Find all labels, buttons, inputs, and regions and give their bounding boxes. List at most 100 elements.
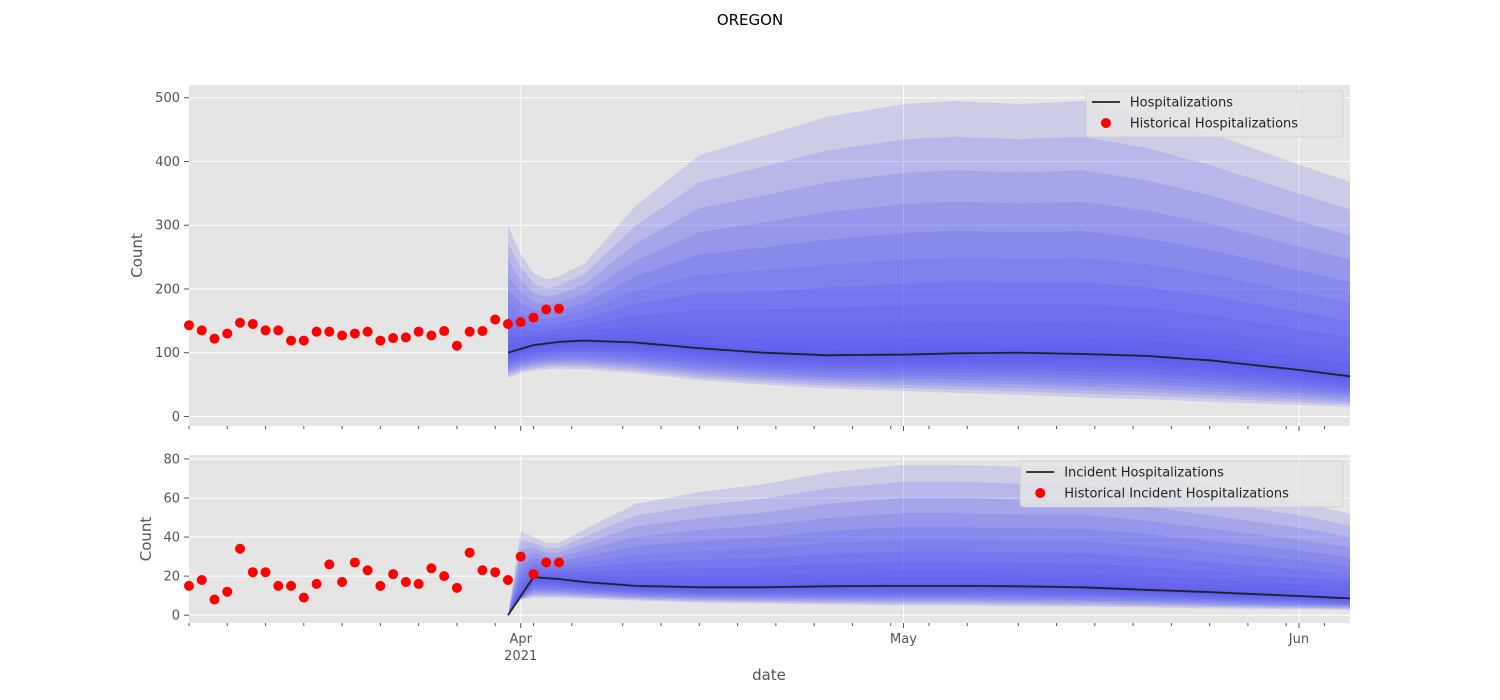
forecast-band bbox=[508, 481, 1350, 616]
forecast-band bbox=[508, 570, 1350, 616]
forecast-band bbox=[508, 527, 1350, 616]
historical-point bbox=[413, 578, 424, 589]
historical-point bbox=[298, 335, 309, 346]
y-tick-label: 300 bbox=[155, 219, 180, 234]
historical-point bbox=[528, 569, 539, 580]
forecast-band bbox=[508, 170, 1350, 402]
forecast-band bbox=[508, 257, 1350, 394]
historical-point bbox=[541, 557, 552, 568]
y-tick-label: 20 bbox=[163, 570, 180, 585]
historical-point bbox=[324, 559, 335, 570]
historical-point bbox=[311, 326, 322, 337]
historical-point bbox=[260, 325, 271, 336]
historical-point bbox=[490, 567, 501, 578]
historical-point bbox=[426, 563, 437, 574]
forecast-band bbox=[508, 498, 1350, 616]
y-tick-label: 100 bbox=[155, 346, 180, 361]
forecast-band bbox=[508, 100, 1350, 407]
historical-point bbox=[362, 565, 373, 576]
historical-point bbox=[541, 304, 552, 315]
y-tick-label: 0 bbox=[172, 609, 180, 624]
forecast-median-line bbox=[507, 339, 1351, 378]
historical-point bbox=[184, 580, 194, 591]
historical-point bbox=[464, 326, 475, 337]
historical-point bbox=[349, 328, 360, 339]
forecast-band bbox=[508, 540, 1350, 616]
historical-point bbox=[528, 312, 539, 323]
forecast-band bbox=[508, 574, 1350, 616]
historical-point bbox=[222, 586, 233, 597]
x-tick-label: Apr bbox=[509, 632, 532, 647]
forecast-band bbox=[508, 303, 1350, 389]
forecast-band bbox=[508, 576, 1350, 616]
forecast-median-line bbox=[507, 576, 1351, 616]
y-tick-label: 400 bbox=[155, 155, 180, 170]
historical-point bbox=[515, 551, 526, 562]
forecast-band bbox=[508, 333, 1350, 383]
historical-point bbox=[222, 328, 233, 339]
historical-point bbox=[298, 592, 309, 603]
forecast-band bbox=[508, 281, 1350, 392]
historical-point bbox=[324, 326, 335, 337]
historical-point bbox=[247, 567, 258, 578]
hospitalizations-panel: 0 100 200 300 400 500 Count Hospitalizations His… bbox=[128, 85, 1351, 431]
historical-point bbox=[413, 326, 424, 337]
historical-point bbox=[388, 569, 399, 580]
forecast-band bbox=[508, 561, 1350, 616]
x-tick-label: May bbox=[890, 632, 917, 647]
historical-point bbox=[273, 580, 284, 591]
y-axis-label: Count bbox=[128, 233, 146, 278]
historical-point bbox=[209, 333, 220, 344]
y-tick-label: 40 bbox=[163, 531, 180, 546]
x-tick-label: Jun bbox=[1288, 632, 1309, 647]
legend-label: Hospitalizations bbox=[1130, 96, 1233, 111]
legend-marker-swatch bbox=[1100, 118, 1111, 128]
historical-point bbox=[184, 320, 194, 331]
y-tick-label: 80 bbox=[163, 452, 180, 467]
forecast-band bbox=[508, 136, 1350, 405]
historical-point bbox=[362, 326, 373, 337]
historical-point bbox=[477, 326, 488, 337]
historical-point bbox=[286, 335, 297, 346]
historical-point bbox=[196, 325, 207, 336]
legend-label: Incident Hospitalizations bbox=[1064, 466, 1224, 481]
historical-point bbox=[439, 326, 450, 337]
legend-box bbox=[1085, 90, 1344, 138]
historical-point bbox=[337, 330, 348, 341]
y-tick-label: 200 bbox=[155, 282, 180, 297]
y-axis-label: Count bbox=[137, 517, 155, 562]
x-tick-sublabel: 2021 bbox=[504, 649, 537, 664]
historical-point bbox=[337, 576, 348, 587]
y-tick-label: 500 bbox=[155, 91, 180, 106]
historical-point bbox=[502, 575, 513, 586]
forecast-band bbox=[508, 551, 1350, 616]
historical-point bbox=[426, 330, 437, 341]
historical-point bbox=[286, 580, 297, 591]
legend-box bbox=[1019, 460, 1344, 508]
historical-point bbox=[388, 333, 399, 344]
plot-background bbox=[189, 85, 1350, 426]
legend-marker-swatch bbox=[1035, 488, 1046, 498]
historical-point bbox=[375, 580, 386, 591]
historical-point bbox=[400, 576, 411, 587]
historical-point bbox=[247, 319, 258, 330]
historical-point bbox=[553, 557, 564, 568]
historical-point bbox=[235, 317, 246, 328]
historical-point bbox=[451, 582, 462, 593]
incident-hospitalizations-panel: 0 20 40 60 80 Count Apr 2021 May Jun Incident Hosp… bbox=[137, 452, 1351, 664]
historical-point bbox=[375, 335, 386, 346]
historical-point bbox=[502, 319, 513, 330]
historical-point bbox=[439, 571, 450, 582]
legend-label: Historical Hospitalizations bbox=[1130, 117, 1298, 132]
historical-point bbox=[209, 594, 220, 605]
historical-point bbox=[464, 547, 475, 558]
historical-point bbox=[400, 332, 411, 343]
historical-point bbox=[515, 317, 526, 328]
historical-point bbox=[553, 303, 564, 314]
y-tick-label: 60 bbox=[163, 491, 180, 506]
historical-point bbox=[260, 567, 271, 578]
historical-point bbox=[477, 565, 488, 576]
legend-label: Historical Incident Hospitalizations bbox=[1064, 487, 1289, 502]
chart-title: OREGON bbox=[717, 11, 783, 29]
